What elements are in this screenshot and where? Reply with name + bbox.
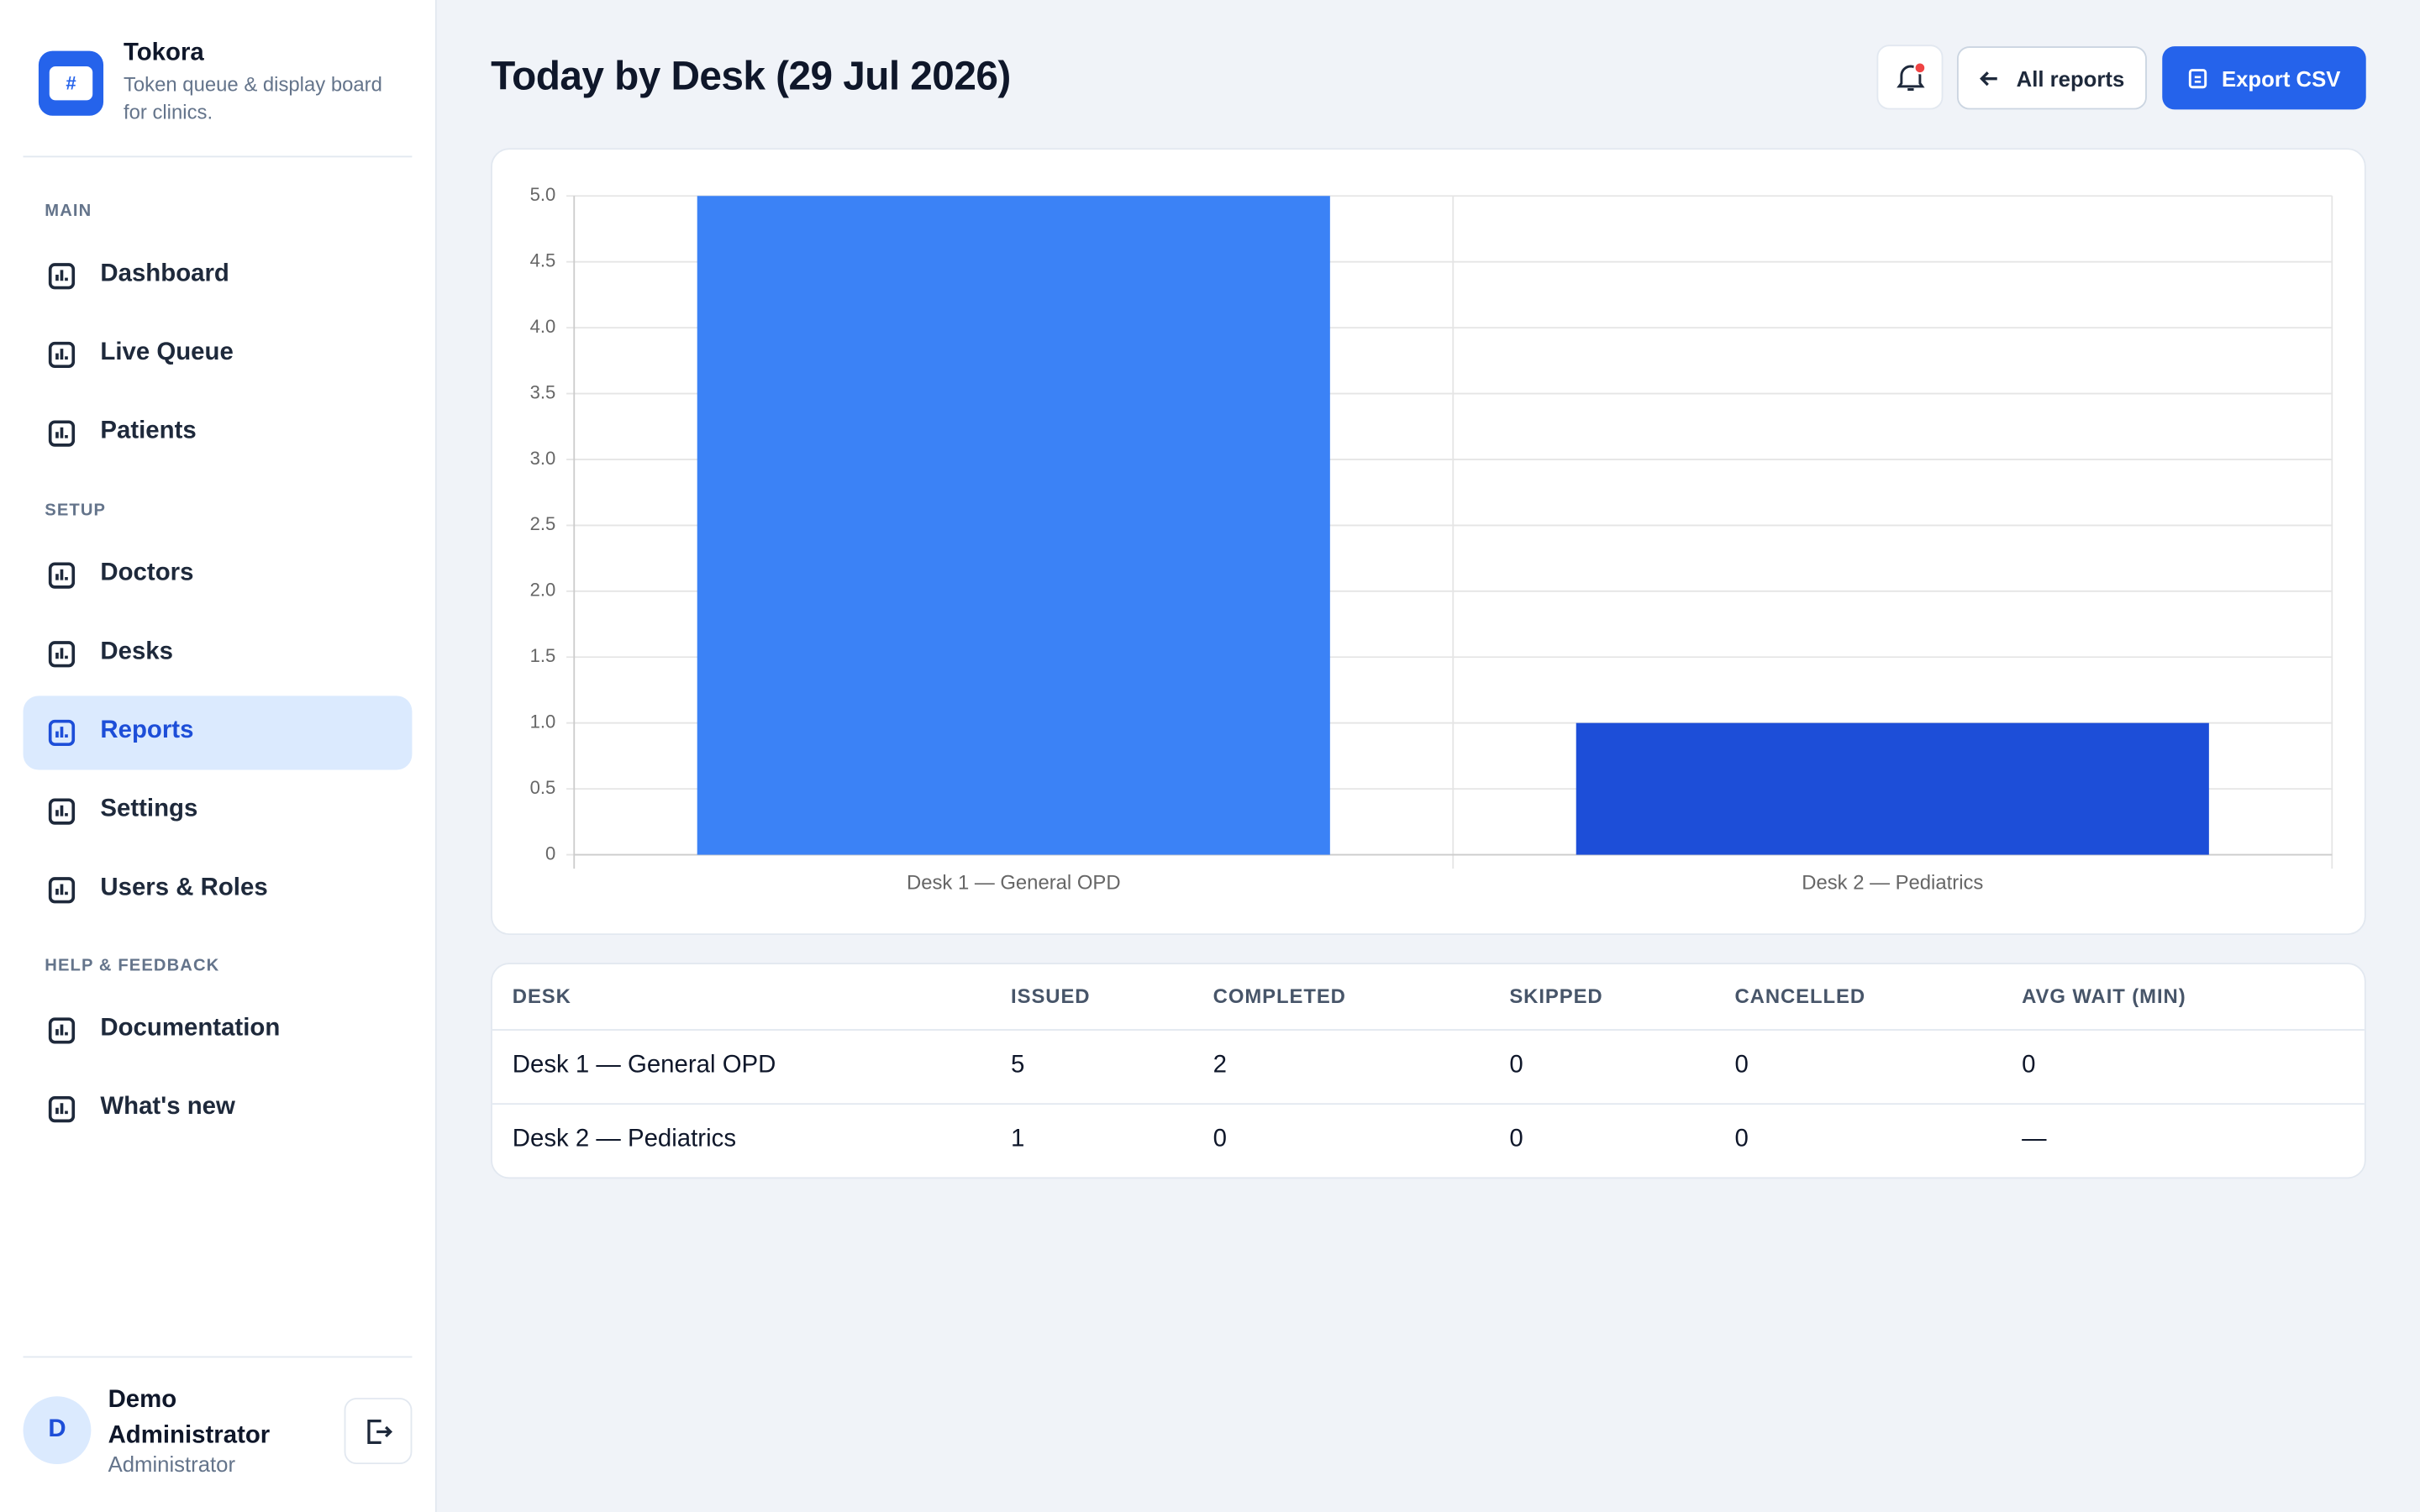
nav-label: Live Queue bbox=[100, 339, 234, 366]
brand-tagline: Token queue & display board for clinics. bbox=[123, 72, 382, 123]
nav-icon bbox=[48, 420, 76, 447]
nav-icon bbox=[48, 719, 76, 747]
nav-label: Settings bbox=[100, 795, 198, 822]
table-cell: 1 bbox=[1011, 1126, 1025, 1153]
button-label: Export CSV bbox=[2221, 66, 2341, 91]
all-reports-button[interactable]: All reports bbox=[1956, 46, 2147, 110]
nav-item[interactable]: Dashboard bbox=[24, 239, 413, 313]
row-divider bbox=[492, 1029, 2365, 1031]
nav-item[interactable]: Documentation bbox=[24, 994, 413, 1068]
y-tick-label: 3.0 bbox=[530, 448, 556, 469]
nav-section-label: SETUP bbox=[45, 501, 107, 520]
divider bbox=[23, 1356, 413, 1358]
nav-icon bbox=[48, 798, 76, 825]
table-cell: 0 bbox=[1509, 1126, 1523, 1153]
table-cell: — bbox=[2022, 1126, 2047, 1153]
y-tick-label: 3.5 bbox=[530, 381, 556, 402]
divider bbox=[23, 155, 413, 158]
nav-item[interactable]: Users & Roles bbox=[24, 853, 413, 927]
y-tick-label: 5.0 bbox=[530, 184, 556, 205]
nav-item[interactable]: Patients bbox=[24, 396, 413, 470]
back-icon bbox=[1980, 71, 1998, 86]
user-name: Demo Administrator bbox=[108, 1387, 271, 1449]
row-divider bbox=[492, 1103, 2365, 1105]
user-role: Administrator bbox=[108, 1452, 236, 1477]
nav-section-label: HELP & FEEDBACK bbox=[45, 956, 220, 975]
nav-icon bbox=[48, 1017, 76, 1044]
nav-label: Doctors bbox=[100, 559, 194, 586]
bar bbox=[1576, 722, 2209, 855]
table-cell: 5 bbox=[1011, 1052, 1025, 1079]
nav-icon bbox=[48, 641, 76, 668]
nav-icon bbox=[48, 263, 76, 290]
column-header: ISSUED bbox=[1011, 984, 1091, 1008]
nav-label: Documentation bbox=[100, 1015, 281, 1042]
x-tick-label: Desk 1 — General OPD bbox=[907, 872, 1121, 895]
column-header: AVG WAIT (MIN) bbox=[2022, 984, 2186, 1008]
y-tick-label: 1.0 bbox=[530, 711, 556, 732]
nav-icon bbox=[48, 877, 76, 904]
nav-item[interactable]: Live Queue bbox=[24, 318, 413, 391]
export-csv-button[interactable]: Export CSV bbox=[2162, 46, 2366, 110]
button-label: All reports bbox=[2016, 66, 2125, 91]
nav-icon bbox=[48, 562, 76, 589]
table-cell: 0 bbox=[2022, 1052, 2036, 1079]
table-cell: 0 bbox=[1734, 1126, 1749, 1153]
table-cell: 0 bbox=[1213, 1126, 1228, 1153]
logout-icon bbox=[367, 1419, 393, 1444]
table-cell: 2 bbox=[1213, 1052, 1228, 1079]
nav-section-label: MAIN bbox=[45, 202, 92, 221]
table-cell: 0 bbox=[1734, 1052, 1749, 1079]
avatar: D bbox=[23, 1396, 92, 1465]
y-tick-label: 4.0 bbox=[530, 316, 556, 337]
nav-item[interactable]: What's new bbox=[24, 1073, 413, 1147]
page-title: Today by Desk (29 Jul 2026) bbox=[491, 52, 1011, 99]
nav-item[interactable]: Desks bbox=[24, 617, 413, 691]
nav-label: Users & Roles bbox=[100, 874, 268, 901]
y-tick-label: 1.5 bbox=[530, 645, 556, 666]
file-icon bbox=[2189, 68, 2208, 88]
nav-label: Dashboard bbox=[100, 260, 229, 287]
column-header: CANCELLED bbox=[1734, 984, 1866, 1008]
table-cell: 0 bbox=[1509, 1052, 1523, 1079]
brand-name: Tokora bbox=[123, 39, 204, 66]
y-tick-label: 0 bbox=[545, 843, 555, 864]
bell-icon bbox=[1896, 61, 1926, 92]
nav-label: What's new bbox=[100, 1094, 235, 1121]
nav-icon bbox=[48, 341, 76, 369]
nav-label: Reports bbox=[100, 717, 194, 744]
nav-item[interactable]: Doctors bbox=[24, 538, 413, 612]
nav-label: Desks bbox=[100, 638, 174, 665]
nav-item[interactable]: Reports bbox=[23, 696, 413, 770]
notifications-button[interactable] bbox=[1876, 45, 1944, 110]
nav-icon bbox=[48, 1096, 76, 1123]
y-tick-label: 2.0 bbox=[530, 580, 556, 601]
column-header: COMPLETED bbox=[1213, 984, 1346, 1008]
sidebar: # Tokora Token queue & display board for… bbox=[0, 0, 437, 1512]
nav-label: Patients bbox=[100, 417, 197, 444]
x-tick-label: Desk 2 — Pediatrics bbox=[1802, 872, 1983, 895]
table-cell: Desk 1 — General OPD bbox=[512, 1052, 776, 1079]
column-header: SKIPPED bbox=[1509, 984, 1603, 1008]
logo: # bbox=[38, 50, 104, 116]
table-cell: Desk 2 — Pediatrics bbox=[512, 1126, 737, 1153]
y-tick-label: 4.5 bbox=[530, 250, 556, 271]
logout-button[interactable] bbox=[344, 1398, 413, 1465]
logo-text: # bbox=[49, 66, 93, 101]
desk-table: DESK ISSUED COMPLETED SKIPPED CANCELLED AVG W… bbox=[491, 963, 2366, 1179]
y-tick-label: 2.5 bbox=[530, 513, 556, 534]
bar bbox=[697, 196, 1330, 855]
nav-item[interactable]: Settings bbox=[24, 774, 413, 848]
y-tick-label: 0.5 bbox=[530, 777, 556, 798]
column-header: DESK bbox=[512, 984, 571, 1008]
